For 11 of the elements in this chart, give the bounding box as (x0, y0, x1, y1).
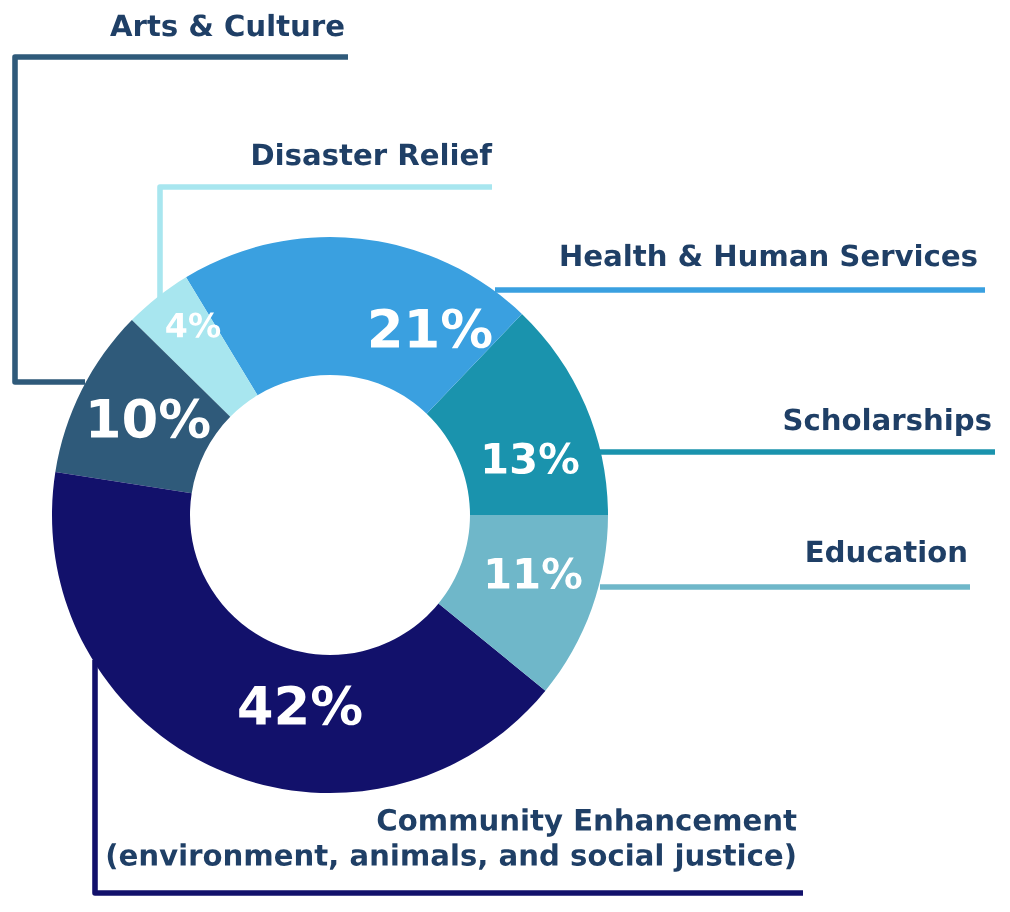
data-label: 21% (371, 308, 492, 349)
slice-label: Scholarships (784, 407, 991, 437)
slice-label: Disaster Relief (253, 142, 493, 166)
data-label: 42% (239, 685, 362, 726)
data-label: 11% (487, 557, 582, 590)
slice-label: Arts & Culture (110, 13, 344, 37)
slice-label: Health & Human Services (561, 243, 977, 267)
data-label: 10% (90, 398, 210, 439)
data-label: 13% (484, 442, 579, 475)
slice-label: Community Enhancement (environment, animals, and social justice) (107, 808, 797, 872)
slice-label: Education (807, 539, 966, 563)
